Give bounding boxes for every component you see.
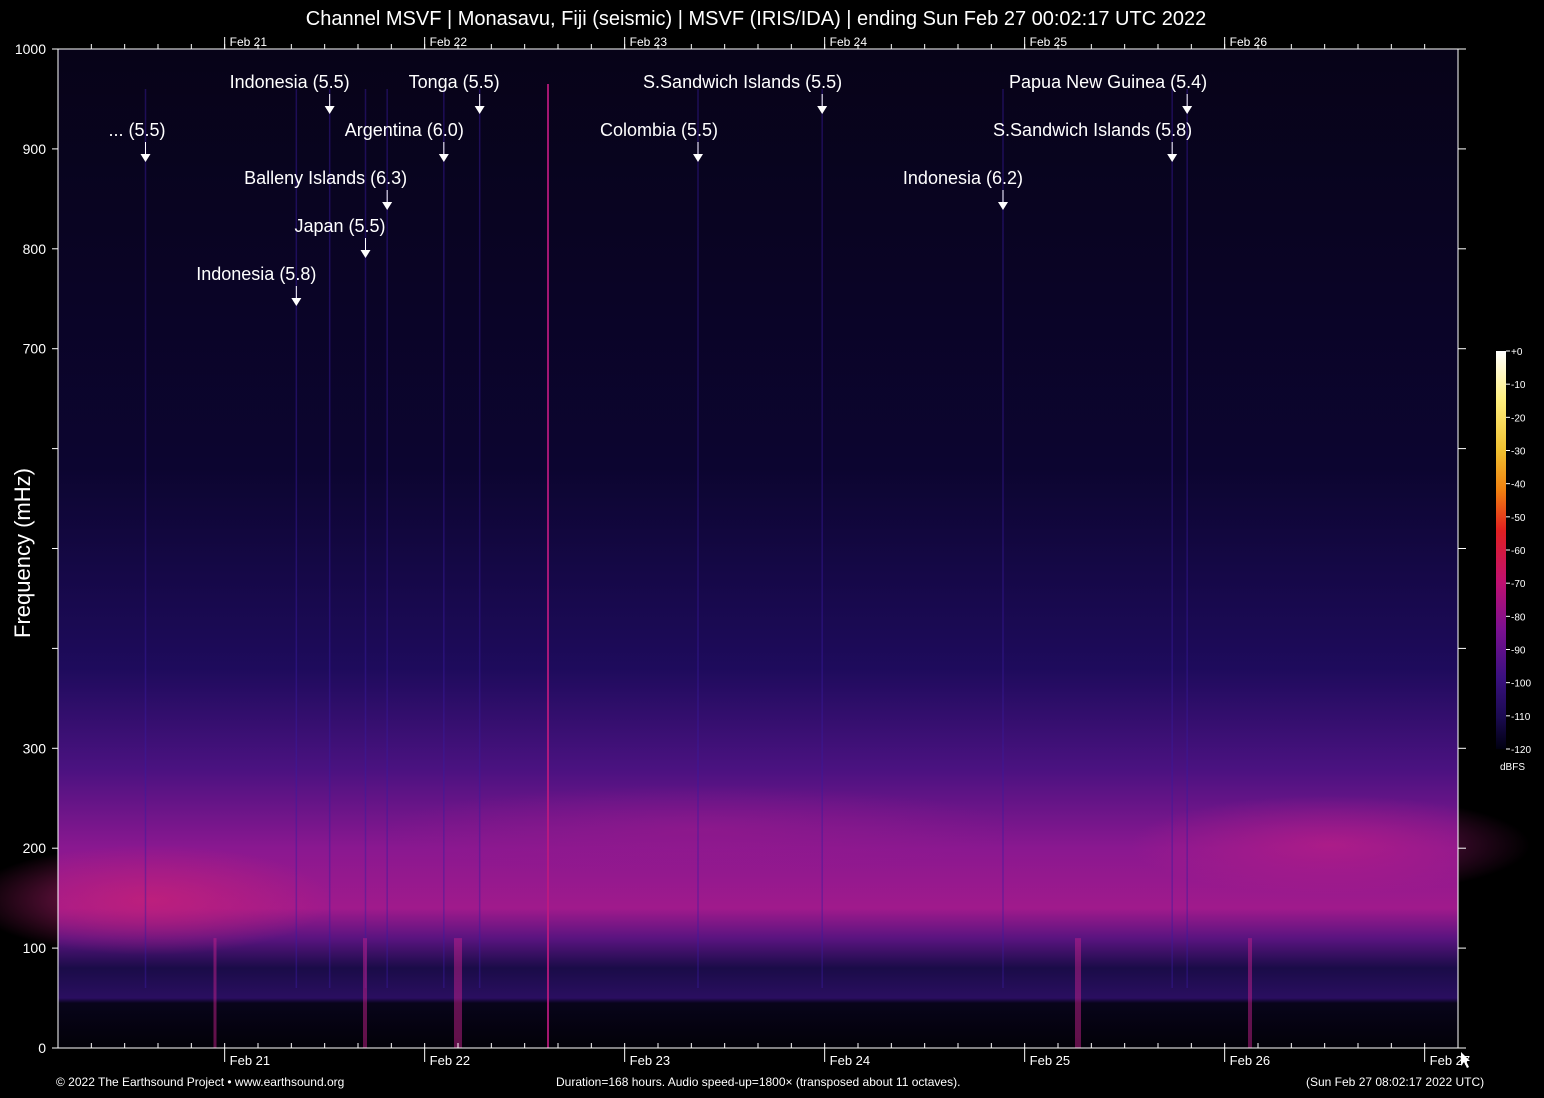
y-tick-label: 0 [38, 1040, 46, 1056]
plot-area [0, 48, 1530, 1049]
colorbar-tick-label: -50 [1511, 513, 1526, 524]
event-label: Colombia (5.5) [600, 120, 718, 140]
colorbar-tick-label: -60 [1511, 546, 1526, 557]
y-tick-label: 300 [23, 740, 47, 756]
event-arrow-icon [998, 202, 1008, 210]
y-tick-label: 200 [23, 840, 47, 856]
colorbar-tick-label: -30 [1511, 447, 1526, 458]
colorbar-tick-label: -110 [1511, 712, 1531, 723]
footer-duration: Duration=168 hours. Audio speed-up=1800×… [556, 1075, 961, 1089]
x-tick-label-top: Feb 24 [830, 35, 868, 49]
colorbar-scale [1496, 351, 1506, 749]
colorbar-tick-label: -120 [1511, 745, 1531, 756]
noise-band-left [0, 845, 330, 955]
event-streaks [144, 83, 1252, 1048]
y-axis: 0 100 200 300 700 800 900 1000 [15, 41, 1466, 1056]
noise-band-middle [380, 785, 1020, 875]
event-label: Indonesia (5.8) [196, 264, 316, 284]
event-label: Balleny Islands (6.3) [244, 168, 407, 188]
x-tick-label-top: Feb 26 [1230, 35, 1268, 49]
event-label: Tonga (5.5) [409, 72, 500, 92]
x-tick-label: Feb 21 [230, 1053, 270, 1068]
y-tick-label: 900 [23, 141, 47, 157]
x-tick-label-top: Feb 25 [1030, 35, 1068, 49]
x-tick-label: Feb 27 [1430, 1053, 1470, 1068]
event-label: ... (5.5) [108, 120, 165, 140]
event-arrow-icon [382, 202, 393, 210]
colorbar-tick-label: -90 [1511, 646, 1526, 657]
colorbar-tick-label: -70 [1511, 579, 1526, 590]
event-label: S.Sandwich Islands (5.5) [643, 72, 842, 92]
event-arrow-icon [474, 106, 485, 114]
x-tick-label: Feb 24 [830, 1053, 870, 1068]
event-arrow-icon [438, 154, 449, 162]
x-tick-label: Feb 23 [630, 1053, 670, 1068]
colorbar-tick-label: -100 [1511, 679, 1531, 690]
y-tick-label: 100 [23, 940, 47, 956]
x-tick-label: Feb 22 [430, 1053, 470, 1068]
event-arrow-icon [817, 106, 828, 114]
event-arrow-icon [1182, 106, 1193, 114]
low-frequency-burst [213, 938, 217, 1048]
low-frequency-burst [363, 938, 367, 1048]
footer-copyright: © 2022 The Earthsound Project • www.eart… [56, 1075, 345, 1089]
event-label: Japan (5.5) [294, 216, 385, 236]
colorbar-unit: dBFS [1500, 762, 1526, 773]
event-label: Indonesia (6.2) [903, 168, 1023, 188]
x-tick-label-top: Feb 22 [430, 35, 468, 49]
x-tick-label-top: Feb 23 [630, 35, 668, 49]
colorbar-ticks: +0 -10 -20 -30 -40 -50 -60 -70 -80 -90 -100 -110 -12… [1506, 347, 1531, 756]
event-label: Argentina (6.0) [345, 120, 464, 140]
x-tick-label: Feb 26 [1230, 1053, 1270, 1068]
y-tick-label: 800 [23, 241, 47, 257]
colorbar-tick-label: +0 [1511, 347, 1523, 358]
noise-band-right [1130, 795, 1530, 895]
y-tick-label: 700 [23, 341, 47, 357]
event-arrow-icon [291, 298, 302, 306]
low-frequency-burst [1248, 938, 1252, 1048]
event-arrow-icon [324, 106, 335, 114]
colorbar-tick-label: -80 [1511, 612, 1526, 623]
cursor-icon [1461, 1052, 1470, 1068]
x-tick-label-top: Feb 21 [230, 35, 268, 49]
colorbar-tick-label: -10 [1511, 380, 1526, 391]
footer-timestamp: (Sun Feb 27 08:02:17 2022 UTC) [1306, 1075, 1485, 1089]
low-frequency-burst [1075, 938, 1081, 1048]
event-label: S.Sandwich Islands (5.8) [993, 120, 1192, 140]
event-annotations: ... (5.5) Indonesia (5.5) Tonga (5.5) Argen… [108, 72, 1207, 306]
event-arrow-icon [360, 250, 371, 258]
y-tick-label: 1000 [15, 41, 46, 57]
event-arrow-icon [1167, 154, 1178, 162]
chart-title: Channel MSVF | Monasavu, Fiji (seismic) … [305, 8, 1207, 30]
colorbar: +0 -10 -20 -30 -40 -50 -60 -70 -80 -90 -100 -110 -12… [1496, 347, 1531, 756]
colorbar-tick-label: -20 [1511, 413, 1526, 424]
event-arrow-icon [140, 154, 151, 162]
event-label: Indonesia (5.5) [230, 72, 350, 92]
event-arrow-icon [693, 154, 703, 162]
event-label: Papua New Guinea (5.4) [1009, 72, 1207, 92]
colorbar-tick-label: -40 [1511, 480, 1526, 491]
x-axis: Feb 21 Feb 21 Feb 22 Feb 22 Feb 23 Feb 23 Feb … [90, 35, 1470, 1068]
y-axis-label: Frequency (mHz) [10, 468, 35, 638]
x-tick-label: Feb 25 [1030, 1053, 1070, 1068]
low-frequency-burst [454, 938, 462, 1048]
